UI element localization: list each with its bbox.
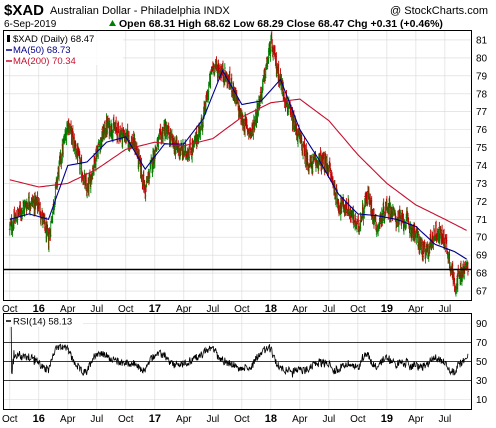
rsi-x-tick-label: Oct [118,414,134,425]
price-y-tick-label: 74 [476,161,488,172]
rsi-y-tick-label: 90 [476,319,488,330]
price-y-tick-label: 75 [476,143,488,154]
price-x-tick-label: 16 [33,303,45,315]
rsi-legend: RSI(14) 58.13 [5,315,83,328]
price-y-tick-label: 77 [476,107,488,118]
price-x-tick-label: 17 [149,303,161,315]
price-x-tick-label: Apr [176,304,192,315]
rsi-x-tick-label: Jul [206,414,219,425]
price-legend-entry: $XAD (Daily) 68.47 [13,34,94,45]
price-x-tick-label: 18 [265,303,277,315]
price-legend-entry: MA(200) 70.34 [13,56,76,67]
rsi-x-tick-label: 17 [149,413,161,425]
price-y-tick-label: 72 [476,197,488,208]
price-x-tick-label: 19 [381,303,393,315]
rsi-line-group [10,325,469,378]
price-x-axis: Oct 16 Apr Jul Oct 17 Apr Jul Oct 18 Apr Jul Oct 19 Ap… [2,303,451,315]
rsi-legend-entry: RSI(14) 58.13 [13,317,72,328]
price-y-tick-label: 78 [476,89,488,100]
price-x-tick-label: Oct [118,304,134,315]
price-y-tick-label: 69 [476,251,488,262]
price-y-tick-label: 70 [476,233,488,244]
price-panel-frame [3,30,472,301]
price-y-tick-label: 80 [476,53,488,64]
price-y-tick-label: 71 [476,215,488,226]
rsi-x-tick-label: 16 [33,413,45,425]
price-x-tick-label: Jul [206,304,219,315]
rsi-y-tick-label: 70 [476,338,488,349]
price-x-tick-label: Apr [408,304,424,315]
rsi-x-tick-label: Jul [90,414,103,425]
instrument-name: Australian Dollar - Philadelphia INDX [50,5,230,17]
price-x-tick-label: Oct [234,304,250,315]
rsi-x-tick-label: Jul [438,414,451,425]
price-y-tick-label: 81 [476,35,488,46]
rsi-y-tick-label: 50 [476,357,488,368]
price-y-tick-label: 68 [476,269,488,280]
price-y-tick-label: 79 [476,71,488,82]
rsi-x-tick-label: 18 [265,413,277,425]
rsi-x-tick-label: Oct [2,414,18,425]
rsi-y-tick-label: 30 [476,376,488,387]
price-legend-entry: MA(50) 68.73 [13,45,71,56]
price-x-tick-label: Jul [322,304,335,315]
rsi-legend-bg [5,315,83,327]
price-x-tick-label: Jul [90,304,103,315]
price-y-axis: 67 68 69 70 71 72 73 74 75 76 77 78 79 80 81 [476,35,488,297]
rsi-x-tick-label: Apr [292,414,308,425]
rsi-x-tick-label: Apr [176,414,192,425]
price-legend-bg [5,32,123,65]
price-y-tick-label: 76 [476,125,488,136]
up-triangle-icon [109,20,116,26]
rsi-x-tick-label: 19 [381,413,393,425]
rsi-x-tick-label: Apr [408,414,424,425]
price-x-tick-label: Jul [438,304,451,315]
price-x-tick-label: Oct [2,304,18,315]
price-grid [4,31,471,300]
date-label: 6-Sep-2019 [4,19,57,30]
watermark: @ StockCharts.com [390,5,488,17]
rsi-y-axis: 10 30 50 70 90 [476,319,488,406]
rsi-x-tick-label: Oct [350,414,366,425]
price-x-tick-label: Apr [60,304,76,315]
rsi-x-tick-label: Apr [60,414,76,425]
rsi-line [10,325,469,378]
price-y-tick-label: 73 [476,179,488,190]
rsi-panel-frame [3,313,472,410]
price-x-tick-label: Apr [292,304,308,315]
ma50-line [9,69,467,260]
price-y-tick-label: 67 [476,287,488,298]
symbol-label: $XAD [4,2,44,19]
quote-line: Open 68.31 High 68.62 Low 68.29 Close 68… [119,18,443,30]
ma200-line [9,98,467,231]
rsi-x-axis: Oct 16 Apr Jul Oct 17 Apr Jul Oct 18 Apr Jul Oct 19 Ap… [2,413,451,425]
rsi-x-tick-label: Oct [234,414,250,425]
rsi-x-tick-label: Jul [322,414,335,425]
rsi-y-tick-label: 10 [476,395,488,406]
price-x-tick-label: Oct [350,304,366,315]
price-series-swatch [7,35,10,42]
moving-averages [4,69,471,271]
